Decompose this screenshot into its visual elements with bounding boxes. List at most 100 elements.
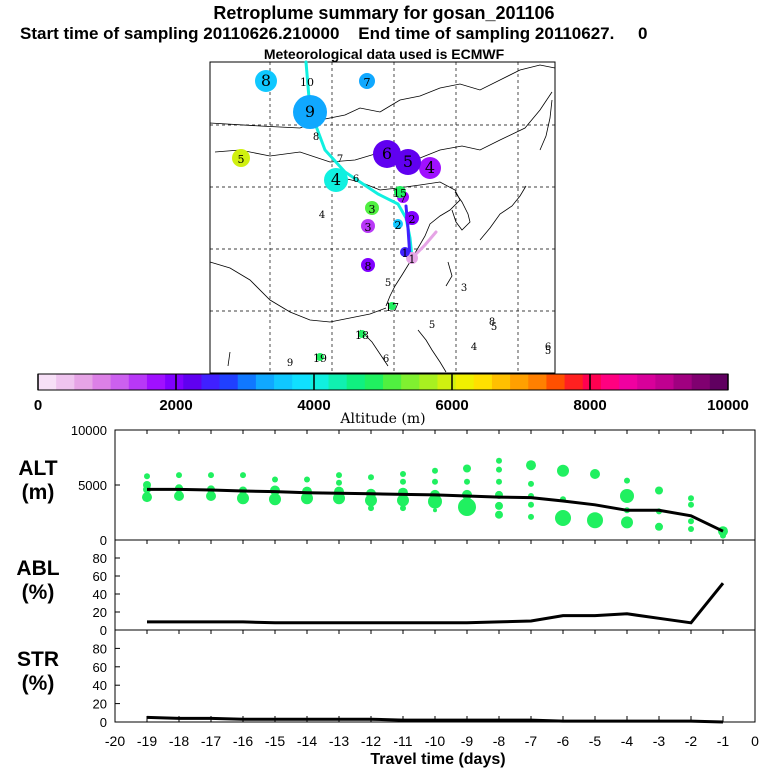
colorbar-segment [255, 374, 275, 390]
chart-panel: 0 20 40 60 80 ABL(%) [16, 539, 756, 638]
colorbar-tick-label: 6000 [435, 397, 468, 414]
map-label: 5 [491, 322, 497, 333]
marker-label: 19 [313, 352, 327, 365]
marker-label: 7 [400, 192, 407, 205]
colorbar-segment [128, 374, 148, 390]
trajectory-marker [361, 219, 375, 233]
chart-panel: 0 20 40 60 80 STR(%) [17, 629, 756, 730]
coastline [539, 99, 553, 151]
y-tick-label: 0 [100, 533, 107, 548]
data-point [269, 493, 281, 506]
y-tick-label: 0 [100, 715, 107, 730]
x-tick-label: -11 [393, 733, 412, 749]
colorbar-segment [146, 374, 166, 390]
colorbar-segment [600, 374, 620, 390]
colorbar-segment [74, 374, 93, 390]
chart-frame [114, 629, 756, 723]
y-tick-label: 20 [93, 605, 107, 620]
x-tick-label: -14 [297, 733, 317, 749]
y-axis-label: ALT [18, 457, 57, 480]
x-axis-title: Travel time (days) [370, 751, 505, 768]
data-point [368, 505, 374, 512]
map-label: 4 [471, 342, 477, 353]
data-point [144, 473, 150, 480]
page-title: Retroplume summary for gosan_201106 [213, 3, 555, 23]
x-tick-label: -17 [201, 733, 221, 749]
data-point [621, 516, 633, 529]
colorbar-segment [237, 374, 257, 390]
x-tick-label: -6 [557, 733, 570, 749]
data-point [397, 494, 409, 507]
y-axis-label: STR [17, 648, 59, 671]
data-point [528, 513, 534, 520]
x-tick-label: -18 [169, 733, 189, 749]
map-label: 8 [489, 317, 495, 328]
data-point [655, 486, 663, 495]
coastline [445, 261, 453, 287]
colorbar-segment [473, 374, 493, 390]
colorbar-segment [582, 374, 602, 390]
x-tick-label: -19 [137, 733, 157, 749]
data-point [333, 492, 345, 505]
x-tick-label: -7 [525, 733, 538, 749]
x-tick-label: -9 [461, 733, 474, 749]
x-tick-label: -4 [621, 733, 634, 749]
map-label: 5 [545, 346, 551, 357]
colorbar-segment [637, 374, 656, 390]
y-axis-label: (%) [22, 581, 55, 604]
map-label: 5 [385, 278, 391, 289]
trajectory-marker [395, 149, 421, 175]
x-tick-label: -10 [425, 733, 445, 749]
data-point [365, 494, 377, 507]
trajectory-marker [324, 168, 348, 192]
map-label: 5 [429, 320, 435, 331]
coastline [359, 329, 389, 367]
data-point [528, 501, 534, 508]
data-point [495, 510, 503, 519]
marker-label: 2 [409, 213, 416, 226]
trajectory-marker [393, 219, 403, 229]
map-label: 9 [287, 358, 293, 369]
colorbar-tick-label: 2000 [159, 397, 192, 414]
x-tick-label: -1 [717, 733, 730, 749]
colorbar-tick-label: 0 [34, 397, 42, 414]
data-point [428, 494, 442, 509]
charts: 0500010000ALT(m)020406080ABL(%)020406080… [16, 423, 759, 768]
data-point [272, 476, 278, 483]
trajectory-marker [232, 149, 250, 167]
marker-label: 2 [395, 219, 402, 232]
colorbar-segment [92, 374, 112, 390]
marker-label: 3 [365, 221, 372, 234]
data-point [368, 474, 374, 481]
data-point [555, 510, 571, 526]
data-point [496, 478, 502, 485]
colorbar-segment [292, 374, 311, 390]
data-point [336, 479, 342, 486]
map-label: 3 [461, 283, 467, 294]
data-point [400, 505, 406, 512]
map-label: 8 [313, 132, 319, 143]
map-label: 6 [545, 342, 551, 353]
colorbar-segment [383, 374, 402, 390]
coastline [209, 261, 387, 323]
colorbar-segment [564, 374, 584, 390]
data-point [433, 508, 437, 513]
data-point [655, 522, 663, 531]
map-label: 6 [353, 174, 359, 185]
data-point [495, 501, 503, 510]
colorbar-segment [219, 374, 239, 390]
data-point [587, 512, 603, 529]
marker-label: 5 [238, 153, 245, 166]
y-axis-label: (%) [22, 672, 55, 695]
coastline [227, 351, 231, 367]
colorbar-segment [528, 374, 547, 390]
marker-label: 5 [403, 152, 413, 171]
data-point [464, 478, 470, 485]
trajectory-marker [405, 211, 419, 225]
x-tick-label: -16 [233, 733, 253, 749]
marker-label: 3 [369, 203, 376, 216]
data-point [304, 476, 310, 483]
